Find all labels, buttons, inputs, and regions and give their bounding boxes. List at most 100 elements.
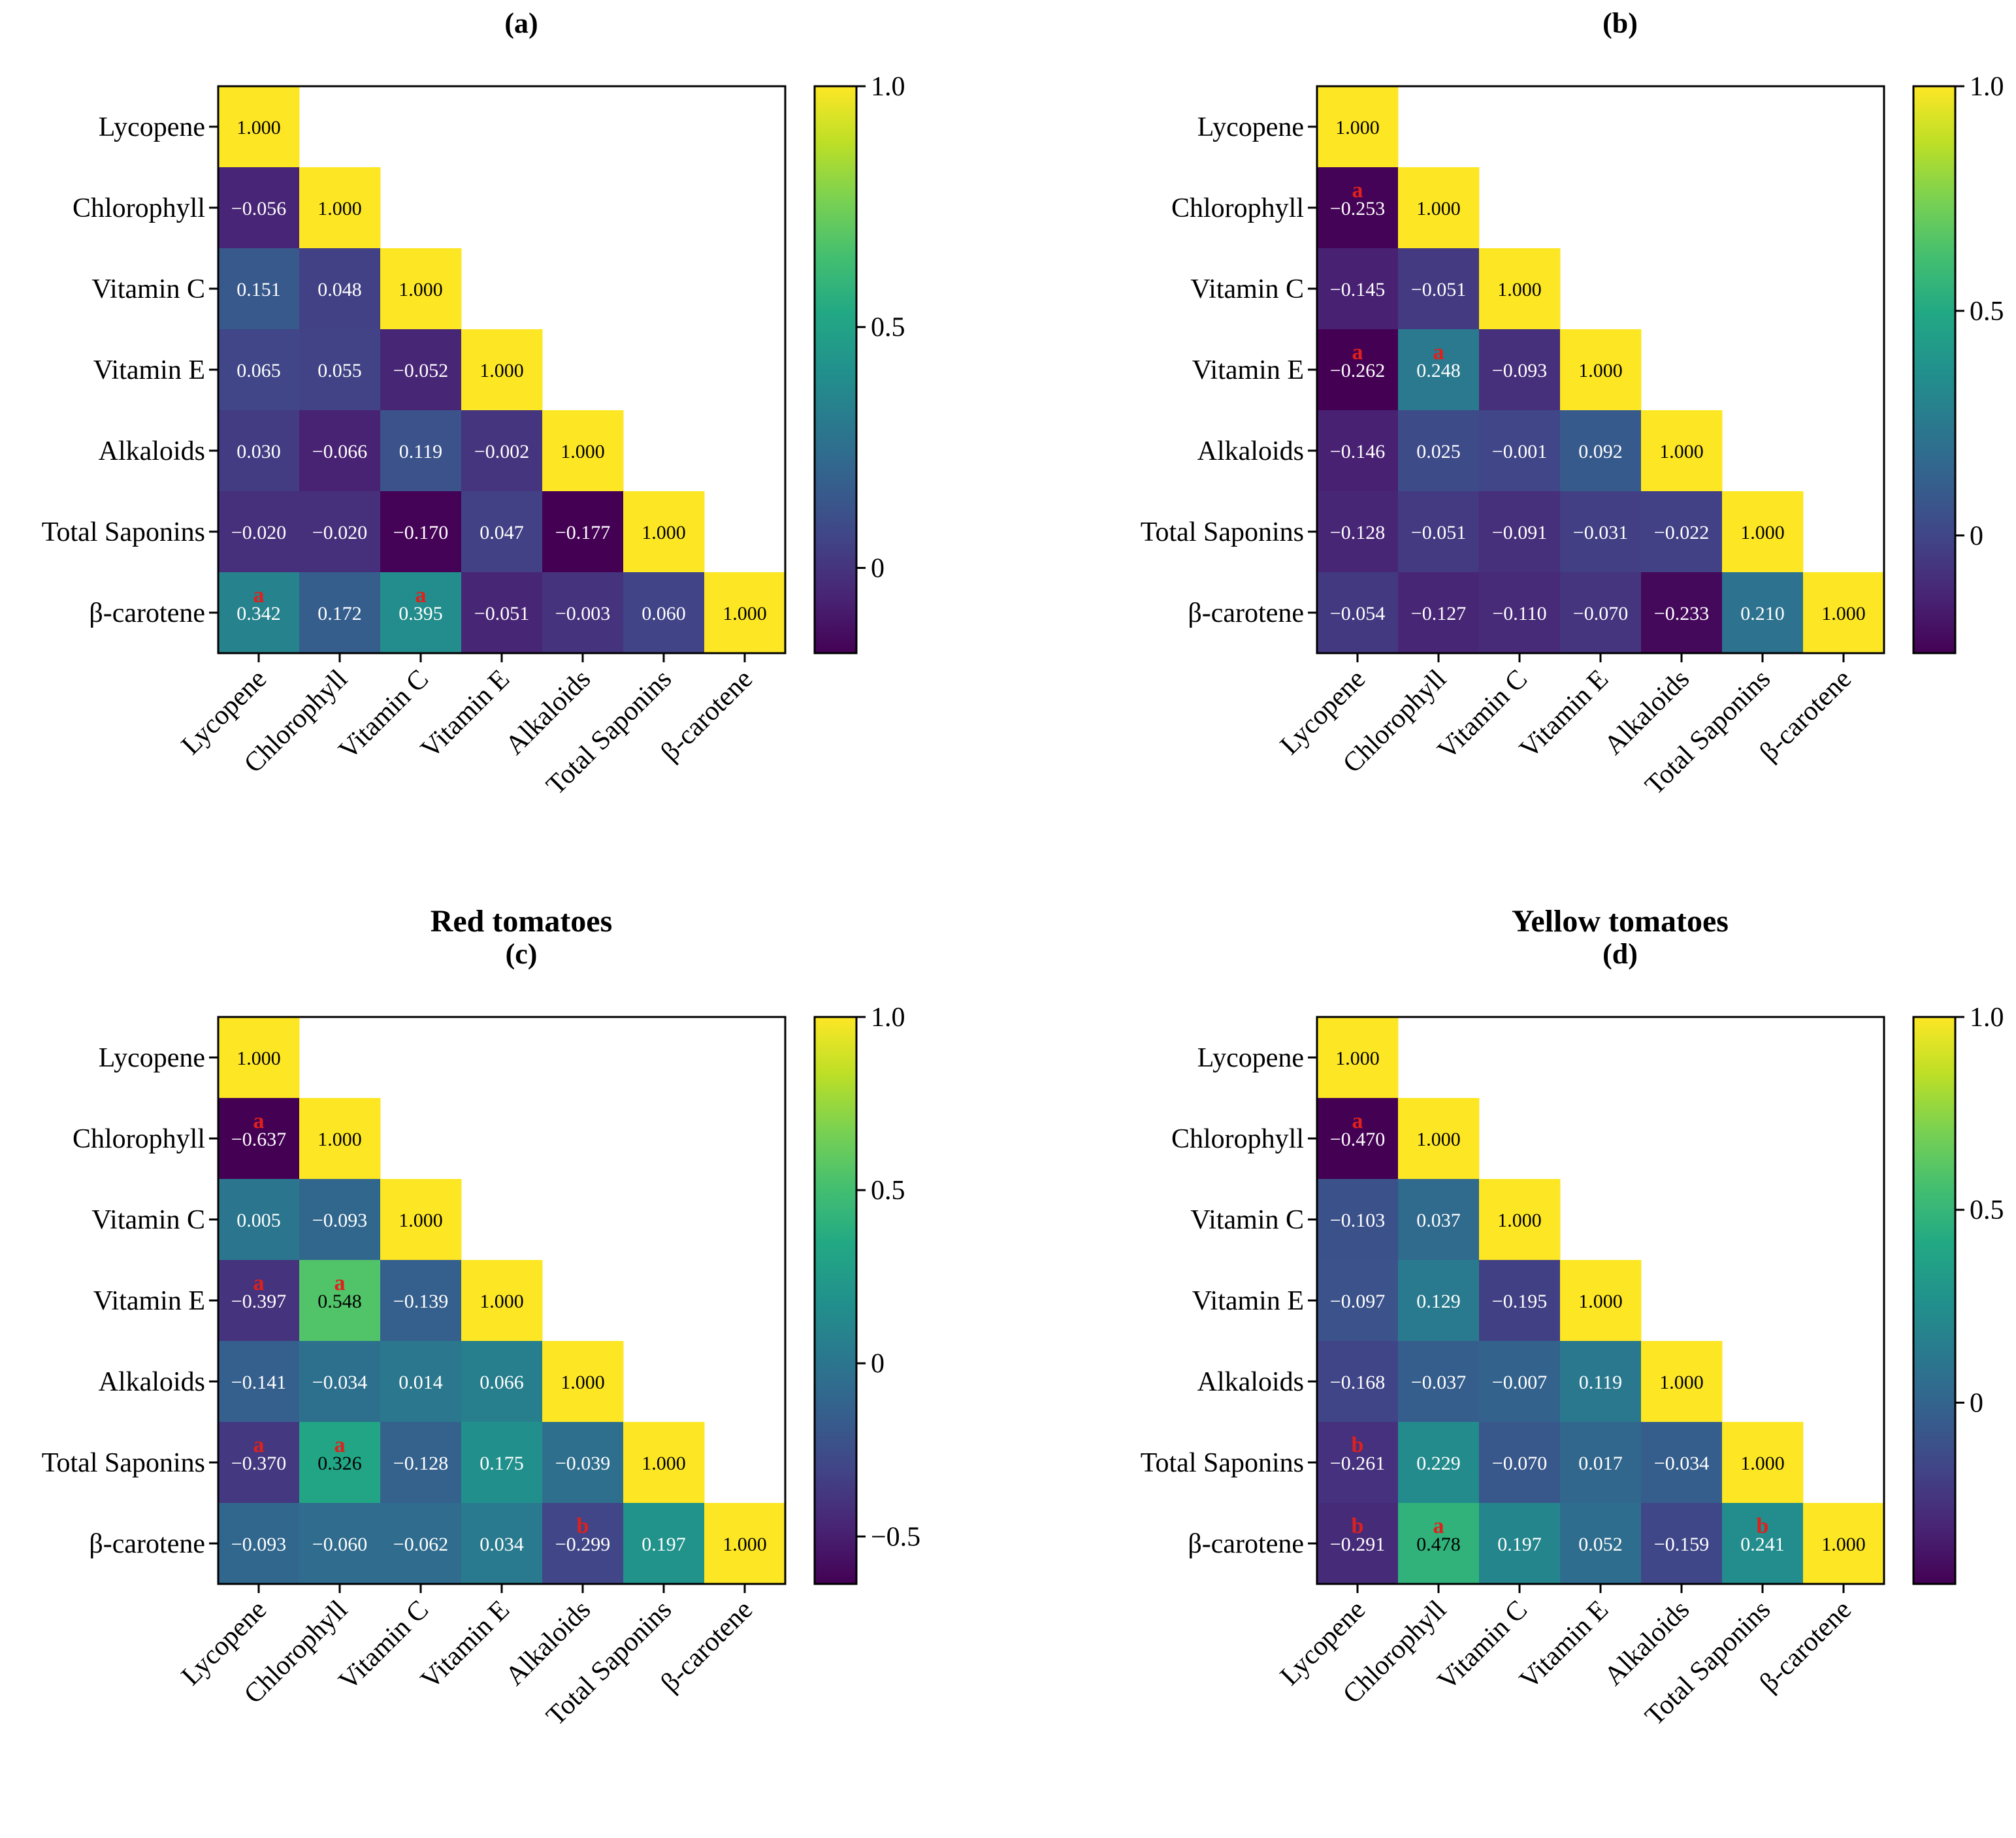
- cell-value-label: −0.146: [1330, 441, 1385, 462]
- cell-value-label: 0.151: [236, 279, 281, 300]
- cell-value-label: 0.037: [1416, 1210, 1461, 1231]
- cell-value-label: −0.139: [393, 1291, 448, 1312]
- heatmap-cell: [1479, 1341, 1561, 1423]
- heatmap-cell: [1803, 572, 1885, 654]
- significance-mark: b: [577, 1514, 589, 1538]
- row-label: Vitamin E: [1192, 355, 1304, 385]
- colorbar-tick-label: 0: [871, 553, 885, 583]
- heatmap-cell: [1398, 1341, 1480, 1423]
- cell-value-label: −0.039: [555, 1453, 610, 1474]
- cell-value-label: −0.261: [1330, 1453, 1385, 1474]
- heatmap-cell: [1641, 572, 1723, 654]
- row-label: Alkaloids: [1197, 1367, 1304, 1397]
- heatmap-cell: [1317, 491, 1399, 573]
- cell-value-label: 1.000: [1497, 1210, 1542, 1231]
- significance-mark: b: [1352, 1433, 1364, 1457]
- heatmap-cell: [1317, 572, 1399, 654]
- cell-value-label: 1.000: [1821, 1534, 1866, 1555]
- cell-value-label: −0.168: [1330, 1372, 1385, 1393]
- heatmap-cell: [1560, 572, 1642, 654]
- row-label: Alkaloids: [99, 1367, 205, 1397]
- cell-value-label: −0.052: [393, 360, 448, 381]
- cell-value-label: −0.007: [1492, 1372, 1547, 1393]
- heatmap-cell: [218, 410, 300, 492]
- significance-mark: a: [253, 1433, 265, 1457]
- heatmap-cell: [461, 1341, 543, 1423]
- heatmap-cell: [1398, 248, 1480, 330]
- heatmap-cell: [1317, 1098, 1399, 1180]
- heatmap-cell: [299, 572, 381, 654]
- heatmap-cell: [299, 248, 381, 330]
- heatmap-cell: [1398, 410, 1480, 492]
- cell-value-label: 1.000: [561, 1372, 605, 1393]
- cell-value-label: −0.145: [1330, 279, 1385, 300]
- significance-mark: a: [415, 583, 427, 607]
- colorbar-tick-label: 0.5: [871, 313, 905, 343]
- row-label: Lycopene: [99, 1043, 205, 1073]
- heatmap-cell: [1560, 1341, 1642, 1423]
- cell-value-label: −0.110: [1492, 603, 1546, 624]
- heatmap-cell: [704, 572, 786, 654]
- cell-value-label: 0.229: [1416, 1453, 1461, 1474]
- cell-value-label: 0.092: [1578, 441, 1623, 462]
- heatmap-cell: [380, 329, 462, 411]
- row-label: Vitamin C: [91, 274, 205, 304]
- heatmap-cell: [623, 572, 705, 654]
- heatmap-cell: [380, 248, 462, 330]
- cell-value-label: −0.397: [231, 1291, 286, 1312]
- heatmap-cell: [1398, 572, 1480, 654]
- heatmap-cell: [299, 1341, 381, 1423]
- row-label: Chlorophyll: [73, 1124, 205, 1154]
- heatmap-cell: [1398, 329, 1480, 411]
- heatmap-cell: [461, 491, 543, 573]
- heatmap-cell: [623, 1503, 705, 1585]
- significance-mark: a: [1352, 1109, 1363, 1133]
- cell-value-label: −0.034: [1654, 1453, 1709, 1474]
- cell-value-label: −0.470: [1330, 1129, 1385, 1150]
- heatmap-cell: [1317, 1260, 1399, 1342]
- row-label: Lycopene: [1197, 1043, 1304, 1073]
- heatmap-cell: [1641, 410, 1723, 492]
- heatmap-cell: [1317, 86, 1399, 168]
- row-label: Vitamin E: [93, 355, 205, 385]
- column-label: Vitamin E: [415, 1595, 515, 1696]
- cell-value-label: −0.051: [474, 603, 529, 624]
- heatmap-cell: [461, 1260, 543, 1342]
- heatmap-cell: [1317, 329, 1399, 411]
- cell-value-label: −0.002: [474, 441, 529, 462]
- row-label: Vitamin E: [93, 1286, 205, 1316]
- cell-value-label: 0.241: [1740, 1534, 1785, 1555]
- row-label: β-carotene: [89, 1529, 205, 1559]
- heatmap-cell: [218, 1503, 300, 1585]
- cell-value-label: −0.070: [1573, 603, 1628, 624]
- row-label: Total Saponins: [1141, 517, 1304, 547]
- panel-letter: (c): [506, 938, 538, 970]
- row-label: β-carotene: [89, 598, 205, 628]
- heatmap-cell: [542, 1503, 624, 1585]
- cell-value-label: 0.210: [1740, 603, 1785, 624]
- cell-value-label: −0.062: [393, 1534, 448, 1555]
- heatmap-cell: [1479, 329, 1561, 411]
- cell-value-label: −0.262: [1330, 360, 1385, 381]
- colorbar-tick-label: 1.0: [1970, 72, 2004, 102]
- cell-value-label: −0.097: [1330, 1291, 1385, 1312]
- heatmap-cell: [1560, 329, 1642, 411]
- cell-value-label: 1.000: [1740, 1453, 1785, 1474]
- cell-value-label: 1.000: [236, 117, 281, 138]
- cell-value-label: −0.056: [231, 198, 286, 219]
- cell-value-label: 0.478: [1416, 1534, 1461, 1555]
- cell-value-label: −0.370: [231, 1453, 286, 1474]
- heatmap-cell: [299, 1098, 381, 1180]
- cell-value-label: 1.000: [1821, 603, 1866, 624]
- cell-value-label: 1.000: [1335, 1048, 1380, 1069]
- cell-value-label: 0.066: [480, 1372, 524, 1393]
- heatmap-cell: [1398, 1098, 1480, 1180]
- cell-value-label: −0.093: [1492, 360, 1547, 381]
- column-label: Vitamin E: [1514, 1595, 1614, 1696]
- heatmap-cell: [461, 329, 543, 411]
- heatmap-cell: [299, 491, 381, 573]
- cell-value-label: 0.005: [236, 1210, 281, 1231]
- cell-value-label: 0.175: [480, 1453, 524, 1474]
- cell-value-label: −0.159: [1654, 1534, 1709, 1555]
